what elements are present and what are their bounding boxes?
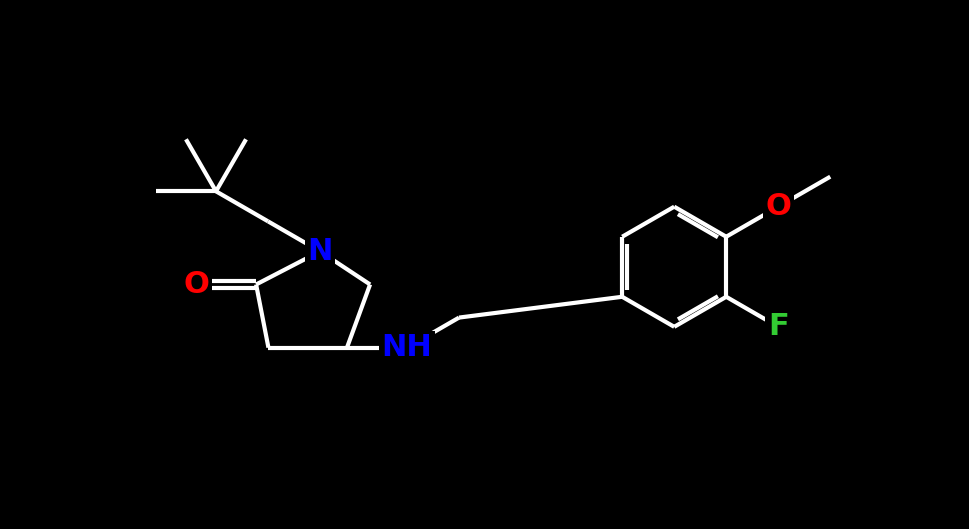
- Text: F: F: [767, 312, 788, 341]
- Text: NH: NH: [381, 333, 432, 362]
- Text: N: N: [307, 237, 332, 266]
- Text: O: O: [184, 270, 209, 299]
- Text: O: O: [765, 192, 791, 221]
